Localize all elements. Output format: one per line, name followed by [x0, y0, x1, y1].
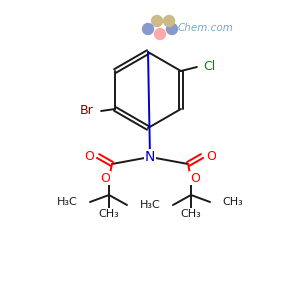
Text: N: N	[145, 150, 155, 164]
Text: O: O	[84, 149, 94, 163]
Text: H₃C: H₃C	[57, 197, 78, 207]
Circle shape	[154, 28, 166, 40]
Text: O: O	[190, 172, 200, 184]
Circle shape	[167, 23, 178, 34]
Text: O: O	[206, 149, 216, 163]
Text: O: O	[100, 172, 110, 184]
Text: Br: Br	[80, 104, 94, 118]
Text: CH₃: CH₃	[181, 209, 201, 219]
Text: Chem.com: Chem.com	[178, 23, 234, 33]
Text: CH₃: CH₃	[222, 197, 243, 207]
Circle shape	[164, 16, 175, 26]
Text: CH₃: CH₃	[99, 209, 119, 219]
Circle shape	[142, 23, 154, 34]
Text: H₃C: H₃C	[140, 200, 161, 210]
Text: CH₃: CH₃	[139, 200, 160, 210]
Circle shape	[152, 16, 163, 26]
Text: Cl: Cl	[203, 61, 215, 74]
